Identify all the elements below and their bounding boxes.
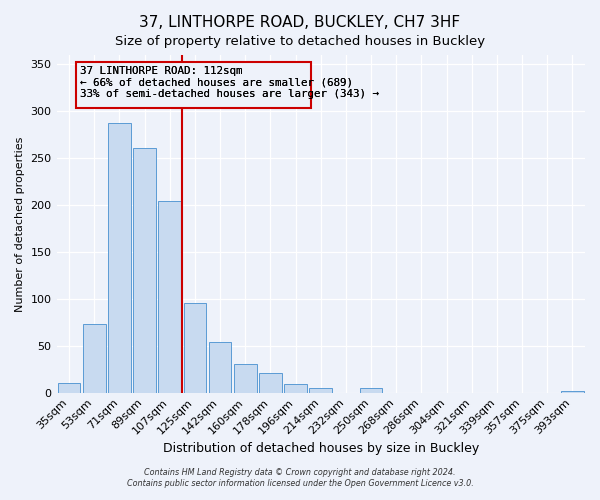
Y-axis label: Number of detached properties: Number of detached properties <box>15 136 25 312</box>
Bar <box>561 391 584 392</box>
Bar <box>234 364 257 392</box>
Bar <box>259 373 282 392</box>
X-axis label: Distribution of detached houses by size in Buckley: Distribution of detached houses by size … <box>163 442 479 455</box>
Bar <box>158 202 181 392</box>
Text: 37 LINTHORPE ROAD: 112sqm
← 66% of detached houses are smaller (689)
33% of semi: 37 LINTHORPE ROAD: 112sqm ← 66% of detac… <box>80 66 379 100</box>
Bar <box>58 384 80 392</box>
Text: 37 LINTHORPE ROAD: 112sqm
← 66% of detached houses are smaller (689)
33% of semi: 37 LINTHORPE ROAD: 112sqm ← 66% of detac… <box>80 66 379 100</box>
Bar <box>284 384 307 392</box>
Text: Contains HM Land Registry data © Crown copyright and database right 2024.
Contai: Contains HM Land Registry data © Crown c… <box>127 468 473 487</box>
Bar <box>108 124 131 392</box>
Bar <box>310 388 332 392</box>
Bar <box>360 388 382 392</box>
Text: 37, LINTHORPE ROAD, BUCKLEY, CH7 3HF: 37, LINTHORPE ROAD, BUCKLEY, CH7 3HF <box>139 15 461 30</box>
Bar <box>83 324 106 392</box>
FancyBboxPatch shape <box>76 62 311 108</box>
Bar <box>184 302 206 392</box>
Text: Size of property relative to detached houses in Buckley: Size of property relative to detached ho… <box>115 35 485 48</box>
Bar <box>133 148 156 392</box>
Bar <box>209 342 232 392</box>
